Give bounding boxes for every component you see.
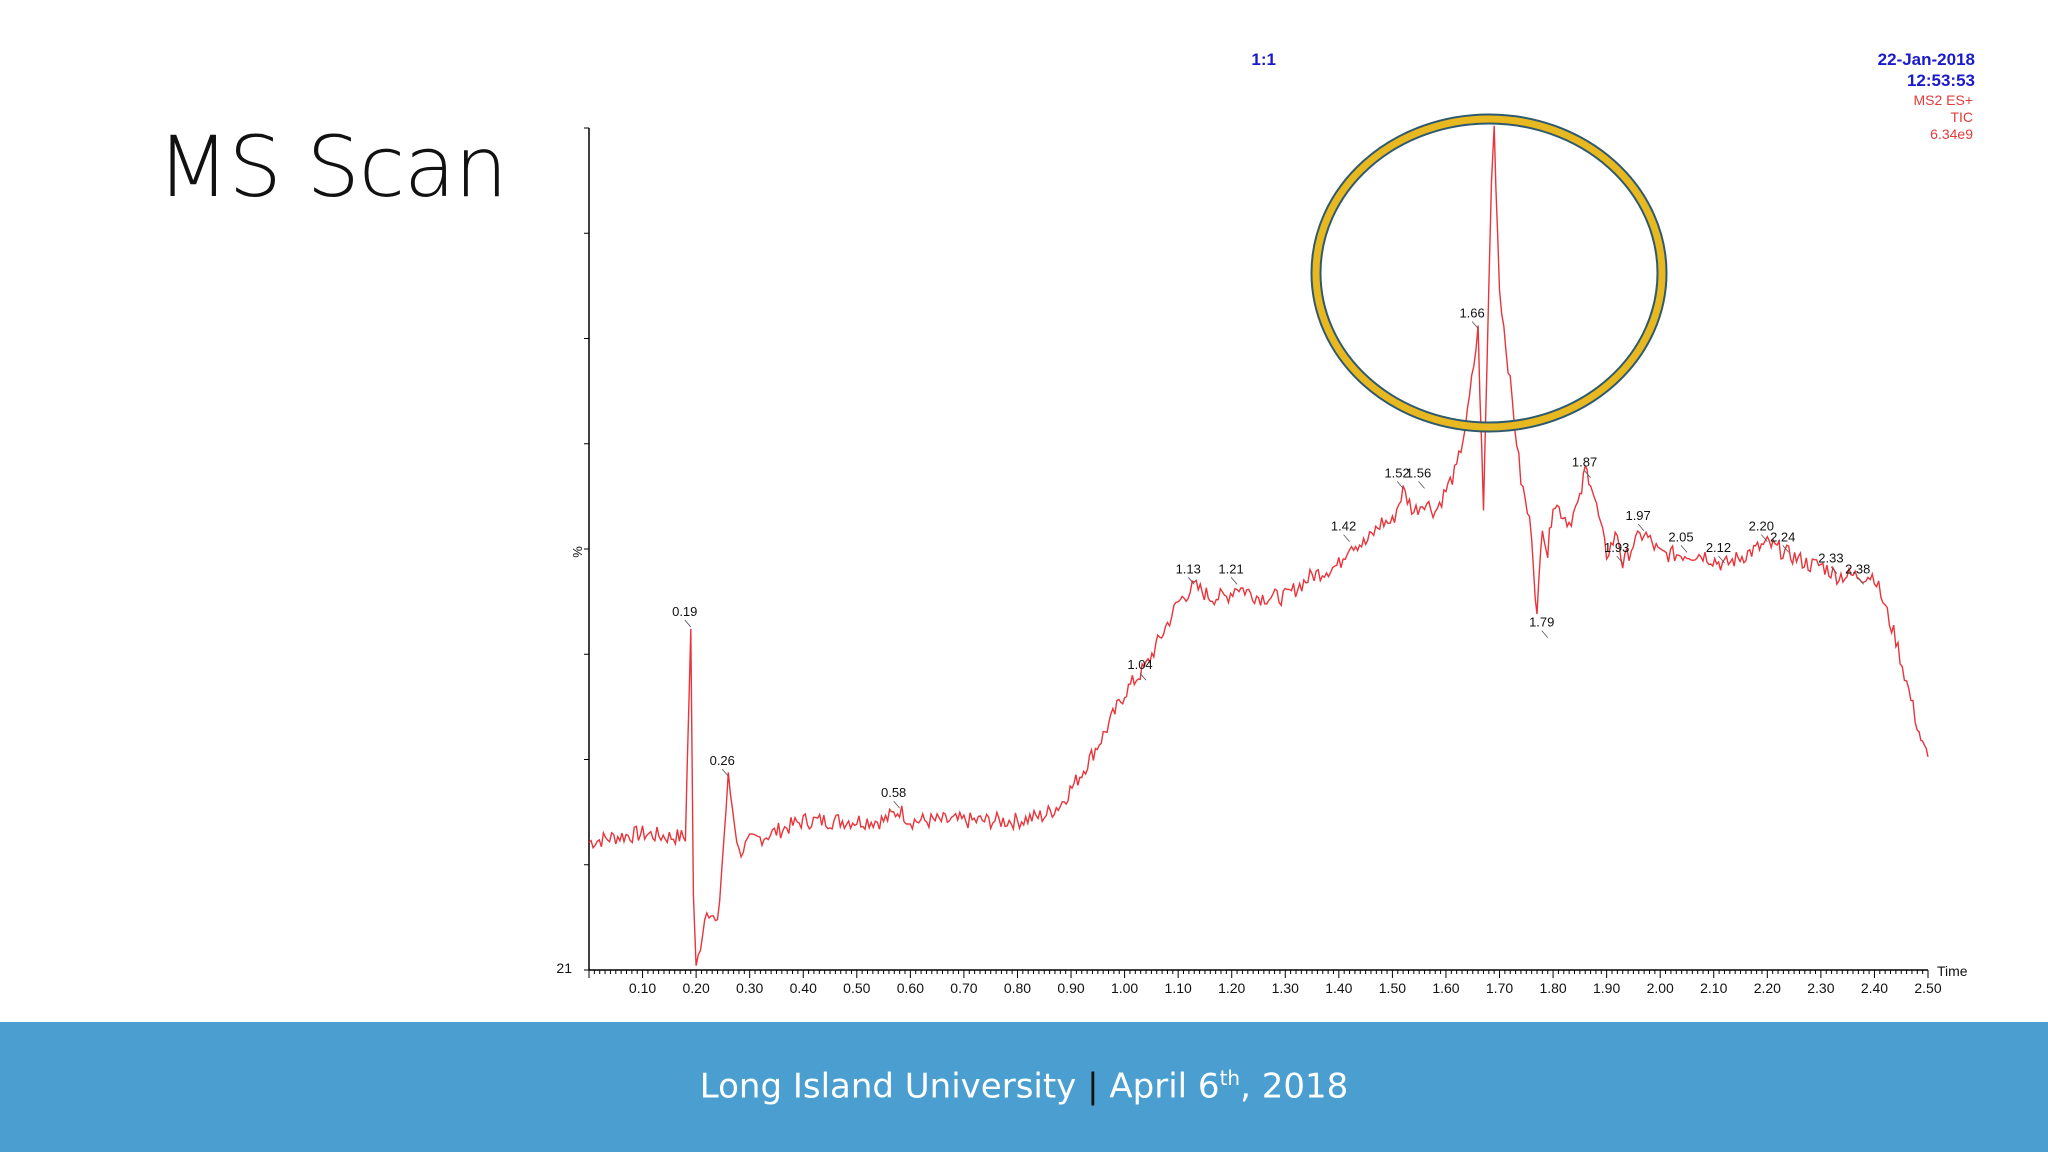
tic-trace [588, 125, 1929, 966]
peak-label: 0.26 [710, 753, 735, 768]
peak-label: 1.87 [1572, 455, 1597, 470]
scan-function: MS2 ES+ [1913, 92, 1973, 108]
peak-label-leader [1857, 577, 1865, 585]
footer-org: Long Island University [699, 1066, 1077, 1107]
x-tick-label: 0.40 [790, 980, 817, 996]
x-tick-label: 1.50 [1379, 980, 1406, 996]
scan-type: TIC [1950, 109, 1973, 125]
scale-label: 1:1 [1251, 50, 1276, 69]
peak-label-leader [1230, 577, 1238, 585]
peak-label-leader [1418, 481, 1425, 489]
x-tick-label: 1.60 [1432, 980, 1459, 996]
peak-label: 1.21 [1218, 561, 1243, 576]
x-tick-label: 0.10 [629, 980, 656, 996]
peak-label-leader [1541, 630, 1549, 638]
x-tick-label: 2.40 [1861, 980, 1888, 996]
peak-label: 1.66 [1459, 306, 1484, 321]
footer-separator: | [1087, 1066, 1099, 1107]
peak-label: 0.19 [672, 604, 697, 619]
peak-label: 2.05 [1668, 529, 1693, 544]
x-tick-label: 1.20 [1218, 980, 1245, 996]
x-tick-label: 2.50 [1914, 980, 1941, 996]
footer-year: , 2018 [1240, 1066, 1349, 1107]
slide-title: MS Scan [157, 118, 508, 216]
x-tick-label: 2.10 [1700, 980, 1727, 996]
peak-label-leader [893, 800, 900, 809]
peak-label: 2.33 [1818, 551, 1843, 566]
peak-label-leader [1616, 555, 1624, 564]
peak-label: 1.42 [1331, 519, 1356, 534]
peak-label: 1.93 [1604, 540, 1629, 555]
peak-label: 1.97 [1625, 508, 1650, 523]
peak-label-leader [1830, 566, 1838, 574]
x-tick-label: 0.80 [1004, 980, 1031, 996]
chromatogram-chart: 0.10 0.20 0.30 0.40 0.50 0.60 0.70 0.80 0.90 1.00… [556, 113, 1968, 996]
acq-date: 22-Jan-2018 [1877, 50, 1975, 69]
x-tick-label: 0.20 [682, 980, 709, 996]
peak-label: 1.79 [1529, 615, 1554, 630]
x-tick-label: 1.70 [1486, 980, 1513, 996]
x-tick-label: 1.90 [1593, 980, 1620, 996]
x-tick-label: 1.80 [1539, 980, 1566, 996]
x-tick-label: 1.00 [1111, 980, 1138, 996]
peak-label-leader [1761, 534, 1768, 542]
peak-label-leader [1637, 523, 1645, 532]
x-tick-label: 1.30 [1272, 980, 1299, 996]
x-tick-label: 0.50 [843, 980, 870, 996]
peak-label-leader [1187, 577, 1195, 585]
highlight-circle [1312, 115, 1666, 431]
peak-label: 1.04 [1127, 657, 1152, 672]
peak-label: 2.24 [1770, 529, 1795, 544]
peak-label-leader [1584, 470, 1591, 478]
peak-label-leader [684, 619, 692, 628]
y-axis-title: % [570, 546, 585, 558]
x-tick-label: 1.10 [1165, 980, 1192, 996]
peak-label: 2.12 [1706, 540, 1731, 555]
peak-label-leader [1782, 545, 1790, 553]
peak-label: 0.58 [881, 785, 906, 800]
peak-label: 1.52 [1384, 465, 1409, 480]
x-tick-label: 2.20 [1754, 980, 1781, 996]
x-tick-label: 2.30 [1807, 980, 1834, 996]
peak-label-leader [721, 768, 729, 777]
x-tick-label: 2.00 [1647, 980, 1674, 996]
peak-label: 2.38 [1845, 561, 1870, 576]
acq-time: 12:53:53 [1906, 71, 1975, 90]
footer-date: April 6 [1109, 1066, 1220, 1107]
x-tick-label: 0.30 [736, 980, 763, 996]
scan-intensity: 6.34e9 [1930, 126, 1973, 142]
x-axis-title: Time [1937, 963, 1968, 979]
peak-label-leader [1396, 481, 1404, 489]
peak-label-leader [1139, 672, 1147, 681]
peak-label-leader [1718, 555, 1725, 564]
y-min-label: 21 [556, 960, 572, 976]
x-tick-label: 0.90 [1057, 980, 1084, 996]
peak-label: 2.20 [1749, 519, 1774, 534]
x-tick-label: 0.70 [950, 980, 977, 996]
footer-date-suffix: th [1219, 1066, 1241, 1090]
peak-label: 1.13 [1176, 561, 1201, 576]
footer-bar: Long Island University | April 6th, 2018 [0, 1022, 2048, 1152]
peak-label-leader [1343, 534, 1350, 542]
peak-label-leader [1680, 545, 1688, 553]
footer-text: Long Island University | April 6th, 2018 [0, 1066, 2048, 1106]
x-tick-label: 0.60 [897, 980, 924, 996]
peak-label: 1.56 [1406, 465, 1431, 480]
x-tick-label: 1.40 [1325, 980, 1352, 996]
peak-label-leader [1471, 321, 1479, 329]
